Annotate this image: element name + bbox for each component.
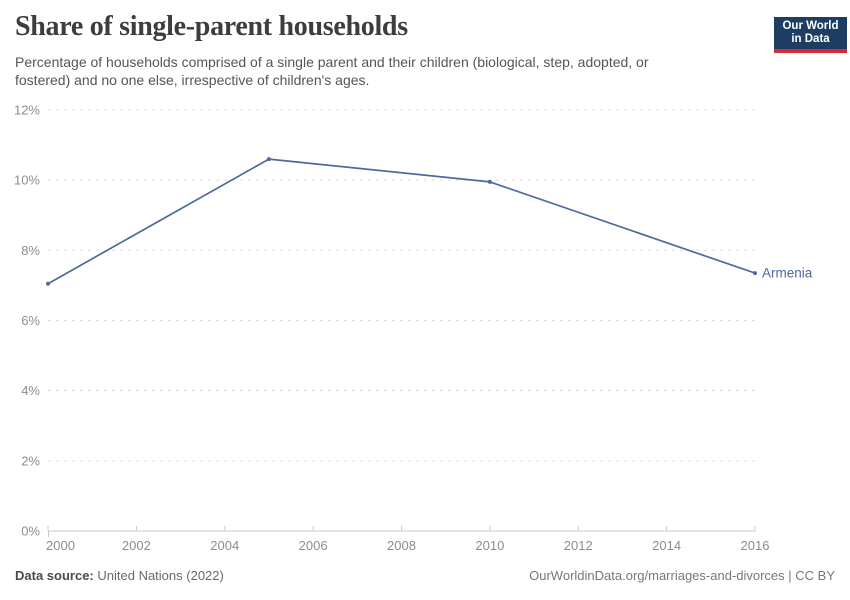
x-tick-label-2002: 2002 [122,538,151,553]
y-tick-label-8pct: 8% [21,243,40,258]
data-point-armenia-2016[interactable] [753,271,757,276]
chart-subtitle: Percentage of households comprised of a … [15,54,649,88]
page-title: Share of single-parent households [15,11,408,42]
footer-link[interactable]: OurWorldinData.org/marriages-and-divorce… [529,568,835,583]
line-chart: 0% 2% 4% 6% 8% 10% 12% 2000 2002 2004 2006 2008 2010… [14,103,813,554]
x-tick-label-2008: 2008 [387,538,416,553]
series-end-label-armenia[interactable]: Armenia [762,266,813,281]
series-line-armenia[interactable] [47,158,756,285]
x-tick-label-2014: 2014 [652,538,681,553]
x-tick-label-2006: 2006 [299,538,328,553]
x-tick-label-2000: 2000 [46,538,75,553]
data-point-armenia-2000[interactable] [46,281,50,286]
owid-logo-line2: in Data [791,33,830,45]
data-source: Data source: United Nations (2022) [15,568,224,583]
y-tick-label-0pct: 0% [21,524,40,539]
owid-logo-line1: Our World [782,20,839,32]
x-tick-label-2016: 2016 [741,538,770,553]
x-tick-label-2012: 2012 [564,538,593,553]
owid-logo[interactable]: Our World in Data [774,17,847,53]
x-tick-label-2004: 2004 [210,538,239,553]
data-point-armenia-2010[interactable] [487,179,492,184]
data-source-value: United Nations (2022) [97,568,224,583]
x-tick-label-2010: 2010 [475,538,504,553]
y-tick-label-6pct: 6% [21,313,40,328]
y-tick-label-4pct: 4% [21,383,40,398]
data-source-label: Data source: [15,568,94,583]
y-tick-label-2pct: 2% [21,453,40,468]
data-point-armenia-2005[interactable] [266,157,271,162]
chart-footer: Data source: United Nations (2022) OurWo… [15,568,835,583]
y-tick-label-12pct: 12% [14,103,40,118]
y-tick-label-10pct: 10% [14,173,40,188]
